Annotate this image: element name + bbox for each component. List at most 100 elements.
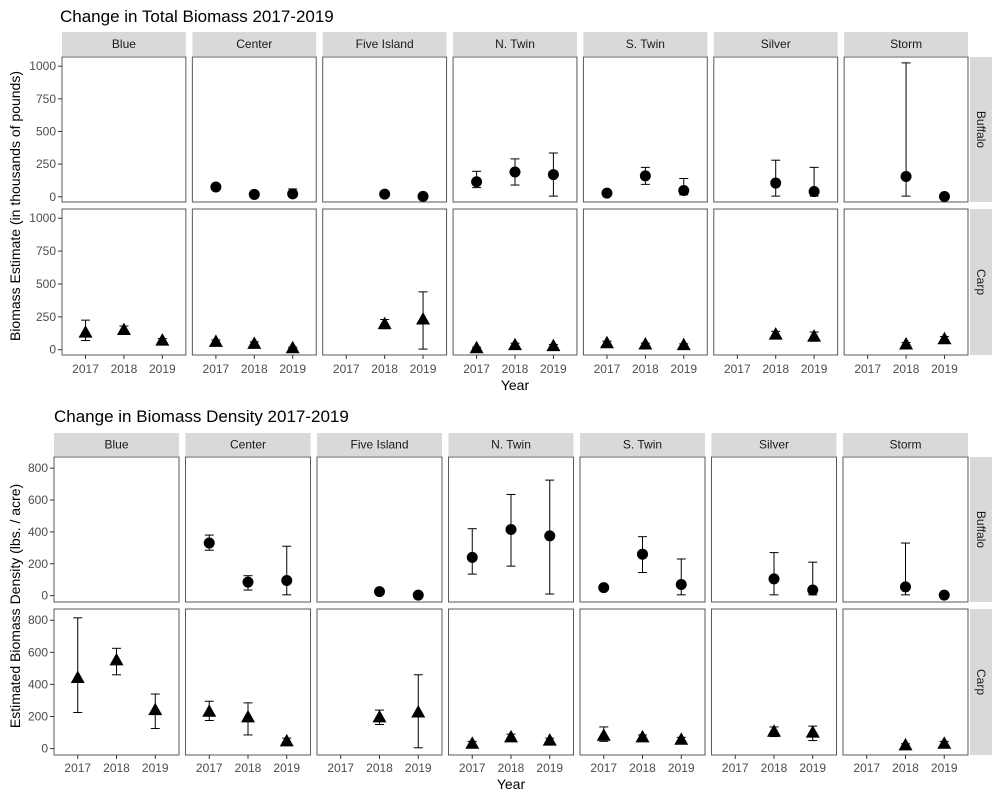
x-tick-label: 2018 — [235, 761, 262, 775]
facet-label: Buffalo — [974, 111, 988, 148]
panel-border — [842, 608, 969, 756]
x-tick-label: 2017 — [459, 761, 486, 775]
data-point-carp-blue-2019 — [148, 702, 163, 716]
x-tick-label: 2017 — [64, 761, 91, 775]
y-tick-label: 1000 — [29, 211, 56, 225]
data-point-carp-s-twin-2017 — [596, 728, 611, 741]
y-tick-label: 250 — [36, 310, 56, 324]
x-tick-label: 2017 — [853, 761, 880, 775]
x-tick-label: 2018 — [111, 362, 138, 376]
data-point-carp-n-twin-2017 — [465, 736, 480, 749]
x-tick-label: 2017 — [594, 362, 621, 376]
data-point-carp-s-twin-2017 — [599, 335, 614, 349]
x-tick-label: 2018 — [502, 362, 529, 376]
x-tick-label: 2019 — [536, 761, 563, 775]
y-tick-label: 0 — [49, 343, 56, 357]
data-point-carp-five-island-2019 — [411, 705, 426, 718]
data-point-carp-storm-2019 — [937, 736, 952, 749]
data-point-buffalo-center-2018 — [242, 576, 254, 588]
facet-strip — [970, 609, 992, 755]
x-axis-label: Year — [501, 377, 530, 393]
facet-label: S. Twin — [623, 438, 662, 452]
facet-strip — [62, 32, 186, 56]
y-tick-label: 200 — [28, 709, 48, 723]
data-point-buffalo-center-2019 — [287, 188, 299, 200]
data-point-buffalo-center-2019 — [281, 574, 293, 586]
panel-border — [452, 208, 578, 356]
y-tick-label: 750 — [36, 244, 56, 258]
facet-strip — [54, 433, 179, 456]
x-tick-label: 2019 — [410, 362, 437, 376]
x-tick-label: 2018 — [632, 362, 659, 376]
y-tick-label: 800 — [28, 461, 48, 475]
data-point-carp-blue-2018 — [109, 652, 124, 666]
x-tick-label: 2017 — [72, 362, 99, 376]
data-point-carp-s-twin-2018 — [638, 337, 653, 350]
y-tick-label: 0 — [49, 190, 56, 204]
facet-strip — [713, 32, 838, 56]
x-tick-label: 2017 — [463, 362, 490, 376]
data-point-buffalo-n-twin-2019 — [547, 169, 559, 181]
x-tick-label: 2019 — [668, 761, 695, 775]
x-tick-label: 2018 — [762, 362, 789, 376]
facet-strip — [322, 32, 447, 56]
facet-label: Blue — [104, 438, 128, 452]
x-tick-label: 2019 — [670, 362, 697, 376]
facet-label: S. Twin — [626, 37, 665, 51]
x-tick-label: 2018 — [892, 761, 919, 775]
facet-label: Blue — [112, 37, 136, 51]
facet-label: N. Twin — [495, 37, 535, 51]
facet-label: Center — [236, 37, 272, 51]
x-tick-label: 2019 — [273, 761, 300, 775]
panel-border — [316, 456, 443, 603]
data-point-carp-silver-2019 — [807, 329, 822, 342]
x-tick-label: 2019 — [279, 362, 306, 376]
y-tick-label: 0 — [41, 589, 48, 603]
data-point-carp-five-island-2018 — [377, 316, 392, 330]
y-tick-label: 400 — [28, 525, 48, 539]
data-point-buffalo-s-twin-2018 — [639, 170, 651, 182]
data-point-carp-center-2017 — [202, 704, 217, 717]
facet-strip — [711, 433, 837, 456]
x-tick-label: 2019 — [931, 362, 958, 376]
data-point-buffalo-silver-2019 — [808, 186, 820, 198]
data-point-buffalo-center-2017 — [203, 537, 215, 549]
data-point-buffalo-n-twin-2018 — [505, 524, 517, 535]
facet-strip — [970, 209, 992, 355]
x-tick-label: 2018 — [366, 761, 393, 775]
chart-title: Change in Biomass Density 2017-2019 — [54, 407, 349, 426]
facet-strip — [192, 32, 317, 56]
data-point-buffalo-five-island-2018 — [379, 188, 391, 200]
data-point-carp-blue-2019 — [155, 333, 170, 346]
data-point-carp-blue-2017 — [78, 325, 93, 338]
data-point-carp-center-2017 — [208, 334, 223, 347]
data-point-buffalo-n-twin-2019 — [544, 530, 556, 542]
x-tick-label: 2019 — [799, 761, 826, 775]
facet-label: N. Twin — [491, 438, 531, 452]
data-point-carp-center-2019 — [279, 733, 294, 747]
y-tick-label: 800 — [28, 613, 48, 627]
y-tick-label: 500 — [36, 124, 56, 138]
x-tick-label: 2019 — [931, 761, 958, 775]
x-tick-label: 2018 — [371, 362, 398, 376]
facet-label: Carp — [974, 269, 988, 295]
data-point-carp-storm-2018 — [898, 737, 913, 751]
data-point-carp-storm-2019 — [937, 331, 952, 345]
data-point-buffalo-five-island-2018 — [374, 586, 385, 598]
data-point-carp-s-twin-2019 — [676, 337, 691, 351]
y-tick-label: 1000 — [29, 59, 56, 73]
x-tick-label: 2018 — [893, 362, 920, 376]
facet-label: Silver — [759, 438, 789, 452]
data-point-carp-center-2018 — [247, 336, 262, 349]
y-tick-label: 400 — [28, 677, 48, 691]
data-point-buffalo-s-twin-2017 — [601, 187, 613, 199]
x-tick-label: 2017 — [722, 761, 749, 775]
facet-strip — [970, 457, 992, 602]
data-point-carp-n-twin-2018 — [504, 729, 518, 743]
x-tick-label: 2018 — [761, 761, 788, 775]
data-point-buffalo-n-twin-2017 — [466, 551, 478, 563]
panel-border — [53, 456, 180, 603]
facet-label: Silver — [761, 37, 791, 51]
data-point-buffalo-five-island-2019 — [417, 190, 429, 202]
